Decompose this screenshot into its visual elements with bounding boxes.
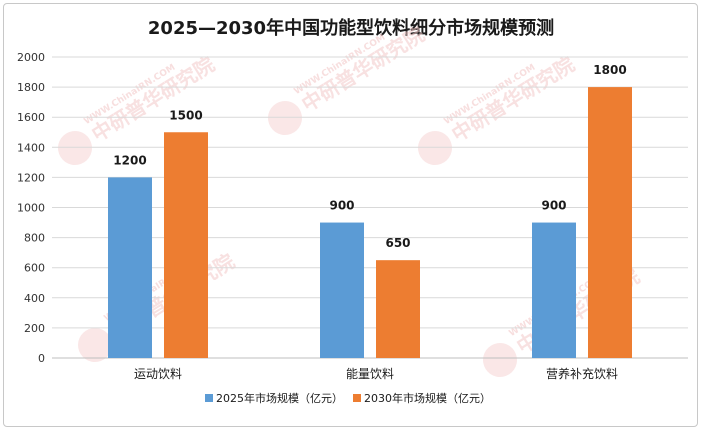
y-tick-label: 1400: [17, 141, 45, 154]
legend-label: 2030年市场规模（亿元）: [364, 391, 491, 405]
data-label: 1500: [169, 108, 202, 122]
data-label: 1200: [113, 153, 146, 167]
y-tick-label: 600: [24, 262, 45, 275]
chart-title: 2025—2030年中国功能型饮料细分市场规模预测: [148, 17, 554, 39]
bar: [588, 87, 632, 358]
y-tick-label: 1600: [17, 111, 45, 124]
y-tick-label: 1800: [17, 81, 45, 94]
bar: [376, 260, 420, 358]
legend-swatch: [205, 394, 213, 402]
watermark-logo-icon: [483, 343, 517, 377]
data-label: 1800: [593, 63, 626, 77]
y-tick-label: 1000: [17, 202, 45, 215]
bar: [320, 222, 364, 358]
bar: [532, 222, 576, 358]
bars-layer: [108, 87, 632, 358]
data-label: 650: [385, 236, 410, 250]
y-tick-label: 2000: [17, 51, 45, 64]
watermark-logo-icon: [78, 328, 112, 362]
data-label: 900: [541, 199, 566, 213]
data-labels: 1200 1500 900 650 900 1800: [113, 63, 626, 250]
bar: [108, 177, 152, 358]
bar: [164, 132, 208, 358]
legend-swatch: [353, 394, 361, 402]
x-axis: 运动饮料 能量饮料 营养补充饮料: [134, 366, 618, 381]
y-tick-label: 1200: [17, 171, 45, 184]
y-axis: 0 200 400 600 800 1000 1200 1400 1600 1800 2000: [17, 51, 45, 365]
y-tick-label: 400: [24, 292, 45, 305]
y-tick-label: 200: [24, 322, 45, 335]
x-category-label: 运动饮料: [134, 367, 182, 381]
watermark-logo-icon: [268, 101, 302, 135]
y-tick-label: 800: [24, 232, 45, 245]
data-label: 900: [329, 199, 354, 213]
x-category-label: 营养补充饮料: [546, 366, 618, 381]
legend-label: 2025年市场规模（亿元）: [216, 391, 343, 405]
legend: 2025年市场规模（亿元） 2030年市场规模（亿元）: [205, 391, 491, 405]
y-tick-label: 0: [38, 352, 45, 365]
x-category-label: 能量饮料: [346, 367, 394, 381]
watermark-text: 中研普华研究院: [447, 52, 578, 147]
gridlines: [52, 56, 688, 359]
watermark-logo-icon: [58, 131, 92, 165]
watermark-logo-icon: [418, 131, 452, 165]
